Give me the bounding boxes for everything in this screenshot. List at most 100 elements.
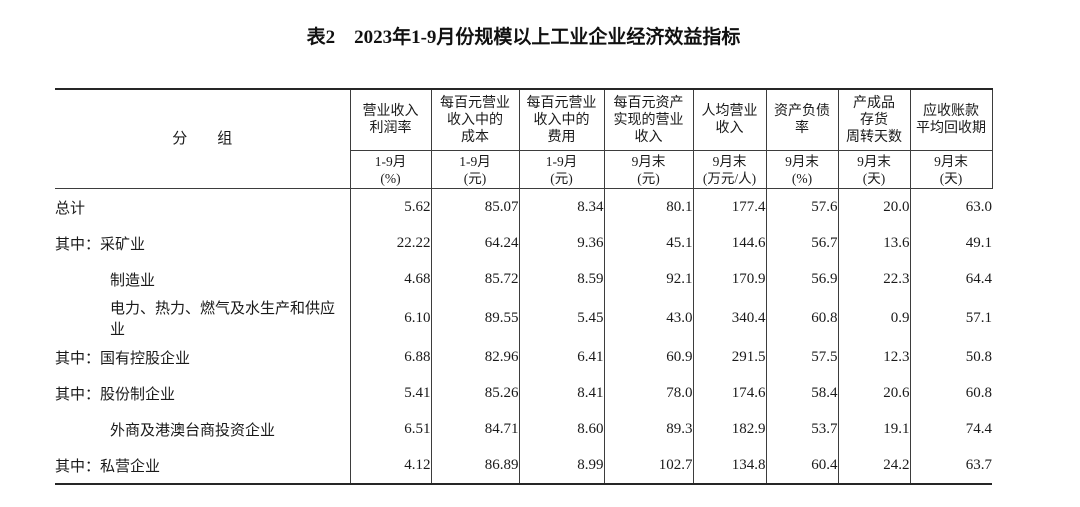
value-cell: 0.9: [838, 297, 911, 339]
value-cell: 78.0: [604, 375, 694, 411]
period-label: 9月末: [712, 153, 747, 169]
value-cell: 8.59: [519, 261, 605, 297]
value-cell: 4.68: [350, 261, 432, 297]
table-row-manufacturing: 制造业 4.68 85.72 8.59 92.1 170.9 56.9 22.3…: [55, 261, 992, 297]
value-cell: 80.1: [604, 188, 694, 225]
table-row-utilities: 电力、热力、燃气及水生产和供应业 6.10 89.55 5.45 43.0 34…: [55, 297, 992, 339]
value-cell: 45.1: [604, 225, 694, 261]
unit-label: (元): [637, 170, 660, 186]
table-row-mining: 其中：采矿业 22.22 64.24 9.36 45.1 144.6 56.7 …: [55, 225, 992, 261]
value-cell: 60.8: [766, 297, 839, 339]
value-cell: 89.55: [431, 297, 520, 339]
unit-label: (万元/人): [702, 170, 757, 186]
row-label-text: 总计: [55, 200, 86, 217]
value-cell: 82.96: [431, 339, 520, 375]
column-subheader-operating-revenue-profit-rate: 1-9月 (%): [350, 150, 432, 189]
value-cell: 64.4: [965, 270, 992, 287]
value-cell: 60.8: [965, 384, 992, 401]
page-title: 表2 2023年1-9月份规模以上工业企业经济效益指标: [306, 27, 741, 48]
column-header-finished-goods-turnover-days: 产成品 存货 周转天数: [838, 89, 911, 151]
table-body: 总计 5.62 85.07 8.34 80.1 177.4 57.6 20.0 …: [55, 188, 992, 484]
row-label-text: 外商及港澳台商投资企业: [110, 422, 276, 439]
value-cell: 102.7: [604, 447, 694, 484]
row-label: 其中：私营企业: [55, 447, 351, 484]
row-label-text: 私营企业: [100, 458, 161, 475]
row-label-prefix: 其中：: [55, 236, 101, 253]
value-cell: 58.4: [766, 375, 839, 411]
column-subheader-finished-goods-turnover-days: 9月末 (天): [838, 150, 911, 189]
column-subheader-receivables-collection-period: 9月末 (天): [910, 150, 993, 189]
column-subheader-expense-per-100-yuan-revenue: 1-9月 (元): [519, 150, 605, 189]
row-label-text: 采矿业: [100, 236, 146, 253]
value-cell: 74.4: [965, 420, 992, 437]
value-cell: 57.1: [965, 309, 992, 326]
value-cell: 20.6: [838, 375, 911, 411]
value-cell: 57.5: [766, 339, 839, 375]
row-label-text: 国有控股企业: [100, 350, 191, 367]
column-subheader-revenue-per-capita: 9月末 (万元/人): [693, 150, 767, 189]
value-cell: 8.99: [519, 447, 605, 484]
row-label: 总计: [55, 188, 351, 225]
period-label: 9月末: [631, 153, 666, 169]
value-cell: 24.2: [838, 447, 911, 484]
value-cell: 60.4: [766, 447, 839, 484]
column-subheader-asset-liability-ratio: 9月末 (%): [766, 150, 839, 189]
value-cell: 5.41: [350, 375, 432, 411]
unit-label: (%): [380, 170, 401, 186]
value-cell: 50.8: [965, 348, 992, 365]
value-cell: 22.22: [350, 225, 432, 261]
column-header-group: 分 组: [55, 89, 351, 189]
period-label: 1-9月: [459, 153, 491, 169]
value-cell: 85.26: [431, 375, 520, 411]
value-cell: 64.24: [431, 225, 520, 261]
period-label: 1-9月: [545, 153, 578, 169]
value-cell: 56.7: [766, 225, 839, 261]
column-subheader-revenue-per-100-yuan-assets: 9月末 (元): [604, 150, 694, 189]
row-label: 其中：国有控股企业: [55, 339, 351, 375]
period-label: 9月末: [934, 153, 968, 169]
row-label-text: 制造业: [110, 272, 156, 289]
value-cell: 19.1: [838, 411, 911, 447]
value-cell: 8.41: [519, 375, 605, 411]
row-label: 电力、热力、燃气及水生产和供应业: [55, 297, 351, 339]
value-cell: 63.0: [965, 198, 992, 215]
column-header-cost-per-100-yuan-revenue: 每百元营业 收入中的 成本: [431, 89, 520, 151]
row-label-text: 股份制企业: [100, 386, 176, 403]
value-cell: 8.60: [519, 411, 605, 447]
value-cell: 4.12: [350, 447, 432, 484]
value-cell: 89.3: [604, 411, 694, 447]
period-label: 1-9月: [374, 153, 407, 169]
table-row-state-holding: 其中：国有控股企业 6.88 82.96 6.41 60.9 291.5 57.…: [55, 339, 992, 375]
value-cell: 60.9: [604, 339, 694, 375]
column-header-operating-revenue-profit-rate: 营业收入 利润率: [350, 89, 432, 151]
value-cell: 6.51: [350, 411, 432, 447]
column-subheader-cost-per-100-yuan-revenue: 1-9月 (元): [431, 150, 520, 189]
table-row-foreign-invested: 外商及港澳台商投资企业 6.51 84.71 8.60 89.3 182.9 5…: [55, 411, 992, 447]
value-cell: 177.4: [693, 188, 767, 225]
value-cell: 43.0: [604, 297, 694, 339]
table-row-shareholding: 其中：股份制企业 5.41 85.26 8.41 78.0 174.6 58.4…: [55, 375, 992, 411]
table-row-private: 其中：私营企业 4.12 86.89 8.99 102.7 134.8 60.4…: [55, 447, 992, 484]
value-cell: 20.0: [838, 188, 911, 225]
unit-label: (天): [862, 170, 886, 186]
value-cell: 182.9: [693, 411, 767, 447]
value-cell: 5.62: [350, 188, 432, 225]
row-label: 制造业: [55, 261, 351, 297]
row-label: 其中：采矿业: [55, 225, 351, 261]
value-cell: 85.72: [431, 261, 520, 297]
value-cell: 8.34: [519, 188, 605, 225]
value-cell: 85.07: [431, 188, 520, 225]
value-cell: 22.3: [838, 261, 911, 297]
header-row-main: 分 组 营业收入 利润率 每百元营业 收入中的 成本 每百元营业 收入中的 费用…: [55, 89, 993, 189]
table-header: 分 组 营业收入 利润率 每百元营业 收入中的 成本 每百元营业 收入中的 费用…: [55, 89, 993, 189]
value-cell: 291.5: [693, 339, 767, 375]
value-cell: 86.89: [431, 447, 520, 484]
unit-label: (元): [463, 170, 487, 186]
value-cell: 49.1: [965, 234, 992, 251]
value-cell: 84.71: [431, 411, 520, 447]
column-header-revenue-per-capita: 人均营业 收入: [693, 89, 767, 151]
value-cell: 56.9: [766, 261, 839, 297]
value-cell: 57.6: [766, 188, 839, 225]
value-cell: 5.45: [519, 297, 605, 339]
row-label: 其中：股份制企业: [55, 375, 351, 411]
